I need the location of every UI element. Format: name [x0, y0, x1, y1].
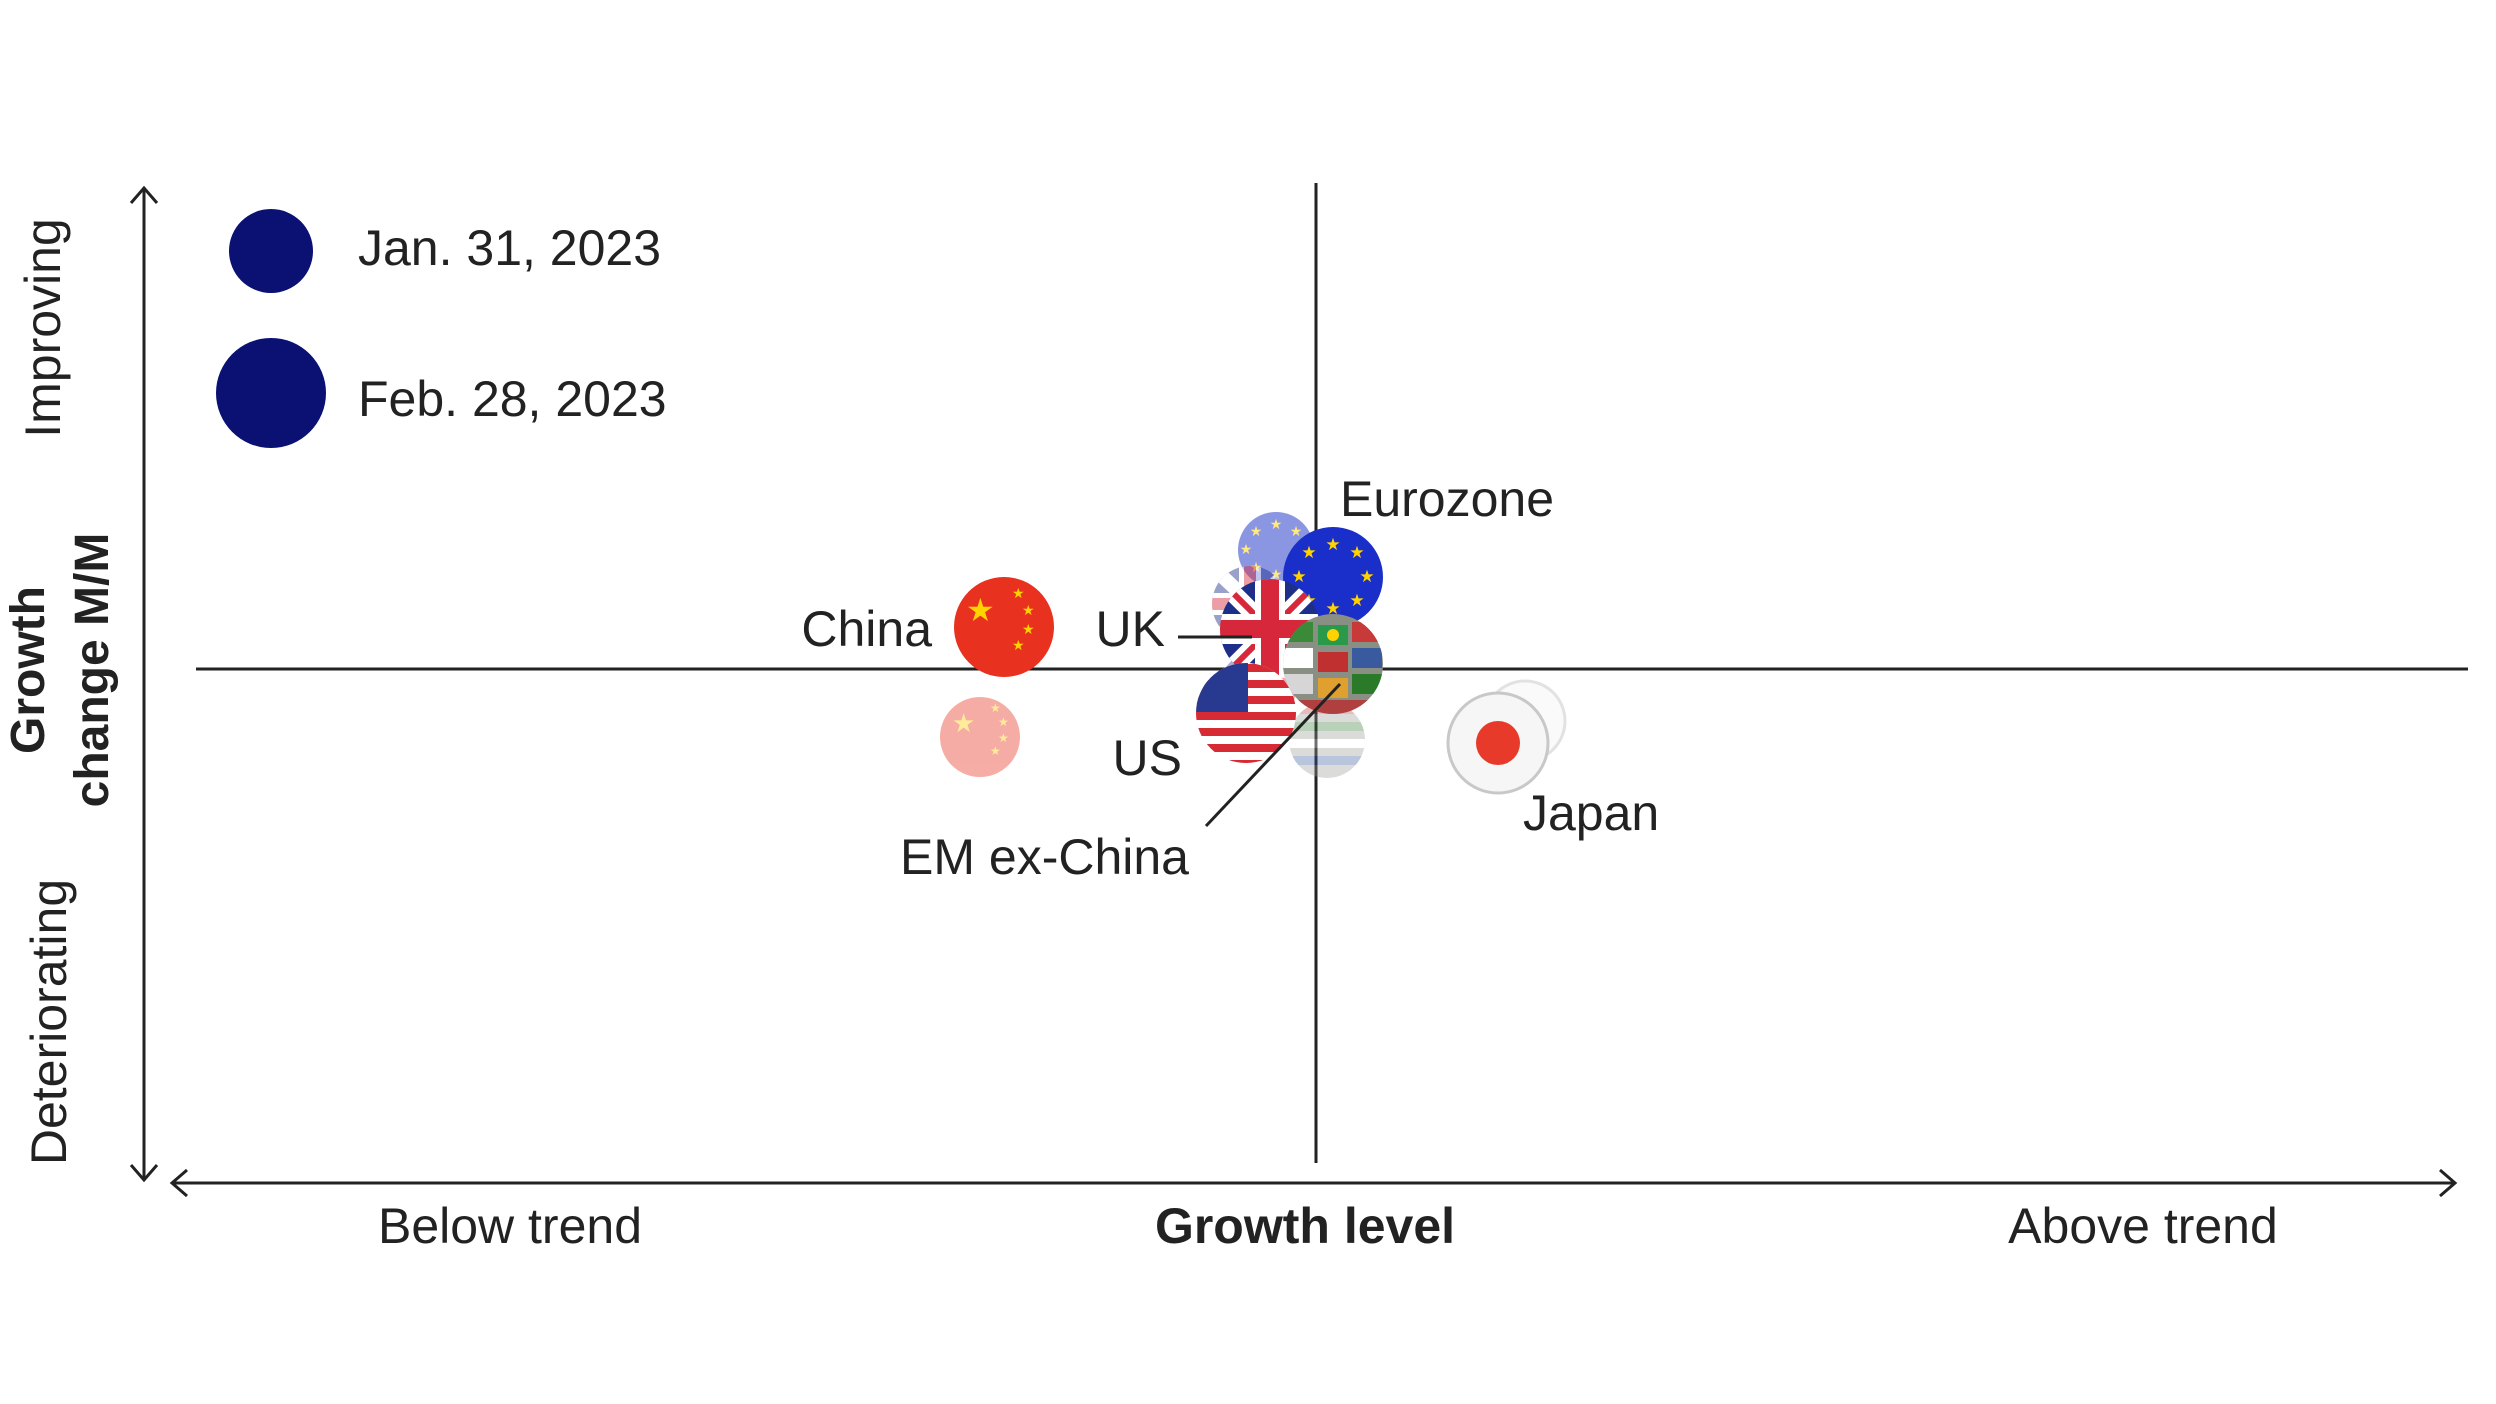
legend-marker-jan — [229, 209, 313, 293]
legend-label-jan: Jan. 31, 2023 — [358, 220, 661, 276]
svg-text:★: ★ — [1240, 542, 1253, 558]
svg-text:★: ★ — [1325, 535, 1340, 555]
svg-text:★: ★ — [1022, 603, 1035, 619]
svg-text:★: ★ — [1290, 524, 1303, 540]
svg-text:★: ★ — [1250, 524, 1263, 540]
svg-text:★: ★ — [1359, 567, 1374, 587]
china-label: China — [801, 601, 932, 657]
uk-label: UK — [1096, 601, 1165, 657]
svg-text:★: ★ — [1270, 567, 1283, 583]
china-jan-marker: ★ ★ ★ ★ ★ — [940, 697, 1020, 777]
japan-label: Japan — [1523, 785, 1659, 841]
legend: Jan. 31, 2023 Feb. 28, 2023 — [216, 209, 667, 448]
svg-text:★: ★ — [998, 731, 1009, 745]
svg-text:★: ★ — [952, 709, 975, 739]
em-ex-china-leader-line — [1204, 682, 1342, 828]
x-direction-arrow — [169, 1168, 2458, 1198]
svg-text:★: ★ — [1270, 517, 1283, 533]
legend-label-feb: Feb. 28, 2023 — [358, 371, 667, 427]
svg-text:★: ★ — [1012, 638, 1025, 654]
y-direction-arrow — [129, 185, 159, 1183]
svg-text:★: ★ — [1022, 622, 1035, 638]
svg-text:★: ★ — [1325, 599, 1340, 619]
svg-text:★: ★ — [1301, 543, 1316, 563]
japan-feb-marker — [1446, 691, 1550, 795]
em-ex-china-label: EM ex-China — [900, 829, 1189, 885]
em-ex-china-feb-marker — [1283, 614, 1383, 714]
x-axis-title: Growth level — [1155, 1198, 1455, 1254]
legend-marker-feb — [216, 338, 326, 448]
svg-text:★: ★ — [1291, 567, 1306, 587]
us-label: US — [1113, 730, 1182, 786]
svg-text:★: ★ — [990, 744, 1001, 758]
svg-text:★: ★ — [998, 715, 1009, 729]
eurozone-label: Eurozone — [1340, 471, 1554, 527]
svg-text:★: ★ — [1349, 591, 1364, 611]
y-axis-title-line-1: Growth — [2, 586, 55, 754]
svg-text:★: ★ — [1250, 560, 1263, 576]
y-axis-title-line-2: change M/M — [66, 533, 119, 808]
x-low-label: Below trend — [378, 1198, 642, 1254]
svg-text:★: ★ — [966, 591, 995, 629]
svg-text:★: ★ — [990, 701, 1001, 715]
y-low-label: Deteriorating — [21, 879, 77, 1165]
svg-text:★: ★ — [1349, 543, 1364, 563]
x-high-label: Above trend — [2008, 1198, 2278, 1254]
y-high-label: Improving — [15, 218, 71, 438]
svg-text:★: ★ — [1012, 586, 1025, 602]
china-feb-marker: ★ ★ ★ ★ ★ — [954, 577, 1054, 677]
